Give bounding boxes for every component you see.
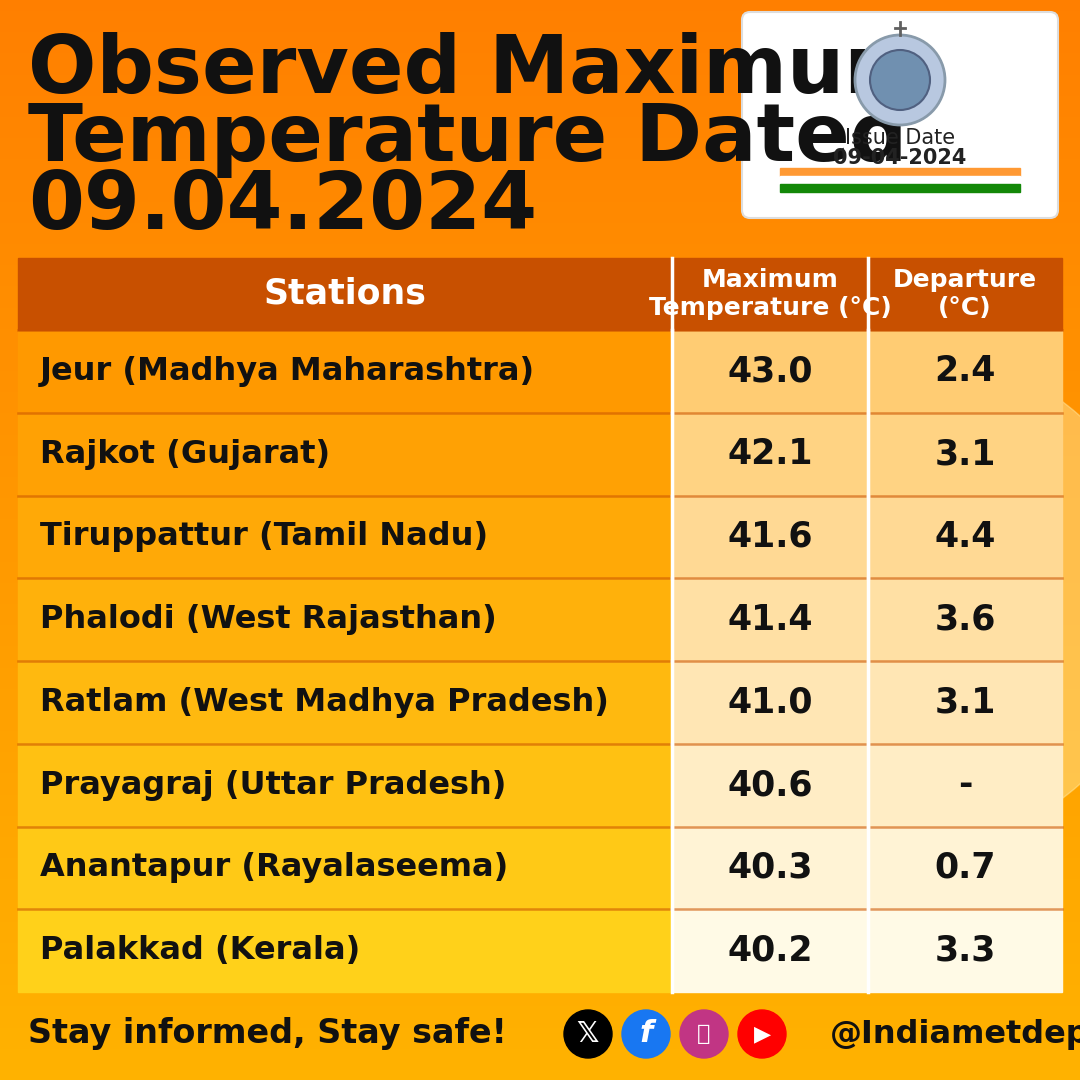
Bar <box>672 496 868 578</box>
Bar <box>672 578 868 661</box>
Circle shape <box>870 50 930 110</box>
Circle shape <box>622 1010 670 1058</box>
Text: Observed Maximum: Observed Maximum <box>28 32 928 110</box>
Circle shape <box>680 1010 728 1058</box>
Text: 📷: 📷 <box>698 1024 711 1044</box>
FancyBboxPatch shape <box>742 12 1058 218</box>
Text: 40.2: 40.2 <box>727 933 813 968</box>
Text: Stay informed, Stay safe!: Stay informed, Stay safe! <box>28 1017 507 1051</box>
Ellipse shape <box>620 440 1020 760</box>
Text: Jeur (Madhya Maharashtra): Jeur (Madhya Maharashtra) <box>40 356 535 387</box>
Text: 43.0: 43.0 <box>727 354 813 389</box>
Text: 41.0: 41.0 <box>727 686 813 719</box>
Text: 41.4: 41.4 <box>727 603 813 636</box>
Text: Issue Date: Issue Date <box>845 129 955 148</box>
Bar <box>868 413 1062 496</box>
Text: 42.1: 42.1 <box>727 437 813 471</box>
Bar <box>18 826 672 909</box>
Text: 40.3: 40.3 <box>727 851 813 885</box>
Text: 3.6: 3.6 <box>934 603 996 636</box>
Text: 0.7: 0.7 <box>934 851 996 885</box>
Bar <box>780 184 1020 192</box>
Text: Prayagraj (Uttar Pradesh): Prayagraj (Uttar Pradesh) <box>40 770 507 800</box>
Bar <box>672 744 868 826</box>
Text: 𝕏: 𝕏 <box>577 1020 599 1048</box>
Text: Rajkot (Gujarat): Rajkot (Gujarat) <box>40 438 330 470</box>
Text: Phalodi (West Rajasthan): Phalodi (West Rajasthan) <box>40 604 497 635</box>
Text: Maximum
Temperature (°C): Maximum Temperature (°C) <box>649 268 891 321</box>
Text: f: f <box>639 1020 652 1049</box>
Text: @Indiametdept: @Indiametdept <box>831 1018 1080 1050</box>
Text: Stations: Stations <box>264 276 427 311</box>
Text: 41.6: 41.6 <box>727 519 813 554</box>
Bar <box>18 578 672 661</box>
Circle shape <box>855 35 945 125</box>
Bar <box>868 330 1062 413</box>
Bar <box>18 413 672 496</box>
Bar <box>672 826 868 909</box>
Bar <box>868 661 1062 744</box>
Bar <box>868 496 1062 578</box>
Bar <box>780 168 1020 176</box>
Text: 40.6: 40.6 <box>727 768 813 802</box>
Circle shape <box>564 1010 612 1058</box>
Circle shape <box>738 1010 786 1058</box>
Bar <box>18 496 672 578</box>
Bar <box>868 744 1062 826</box>
Text: 2.4: 2.4 <box>934 354 996 389</box>
Bar <box>868 578 1062 661</box>
Text: Tiruppattur (Tamil Nadu): Tiruppattur (Tamil Nadu) <box>40 522 488 552</box>
Bar <box>780 176 1020 184</box>
Text: ▶: ▶ <box>754 1024 770 1044</box>
Bar <box>672 330 868 413</box>
Text: 3.1: 3.1 <box>934 437 996 471</box>
Text: Anantapur (Rayalaseema): Anantapur (Rayalaseema) <box>40 852 509 883</box>
Bar <box>18 744 672 826</box>
Ellipse shape <box>730 530 910 670</box>
Text: 09-04-2024: 09-04-2024 <box>834 148 967 168</box>
Bar <box>672 661 868 744</box>
Text: 3.1: 3.1 <box>934 686 996 719</box>
Text: Palakkad (Kerala): Palakkad (Kerala) <box>40 935 361 967</box>
Bar <box>672 909 868 993</box>
Bar <box>18 330 672 413</box>
Bar <box>672 413 868 496</box>
Text: 09.04.2024: 09.04.2024 <box>28 168 537 246</box>
Bar <box>18 661 672 744</box>
Text: Departure
(°C): Departure (°C) <box>893 268 1037 321</box>
Text: Temperature Dated: Temperature Dated <box>28 100 907 178</box>
Bar <box>18 258 1062 330</box>
Text: -: - <box>958 768 972 802</box>
Bar <box>18 909 672 993</box>
Text: Ratlam (West Madhya Pradesh): Ratlam (West Madhya Pradesh) <box>40 687 609 718</box>
Ellipse shape <box>470 325 1080 875</box>
Text: 3.3: 3.3 <box>934 933 996 968</box>
Text: 4.4: 4.4 <box>934 519 996 554</box>
Bar <box>868 909 1062 993</box>
Bar <box>868 826 1062 909</box>
